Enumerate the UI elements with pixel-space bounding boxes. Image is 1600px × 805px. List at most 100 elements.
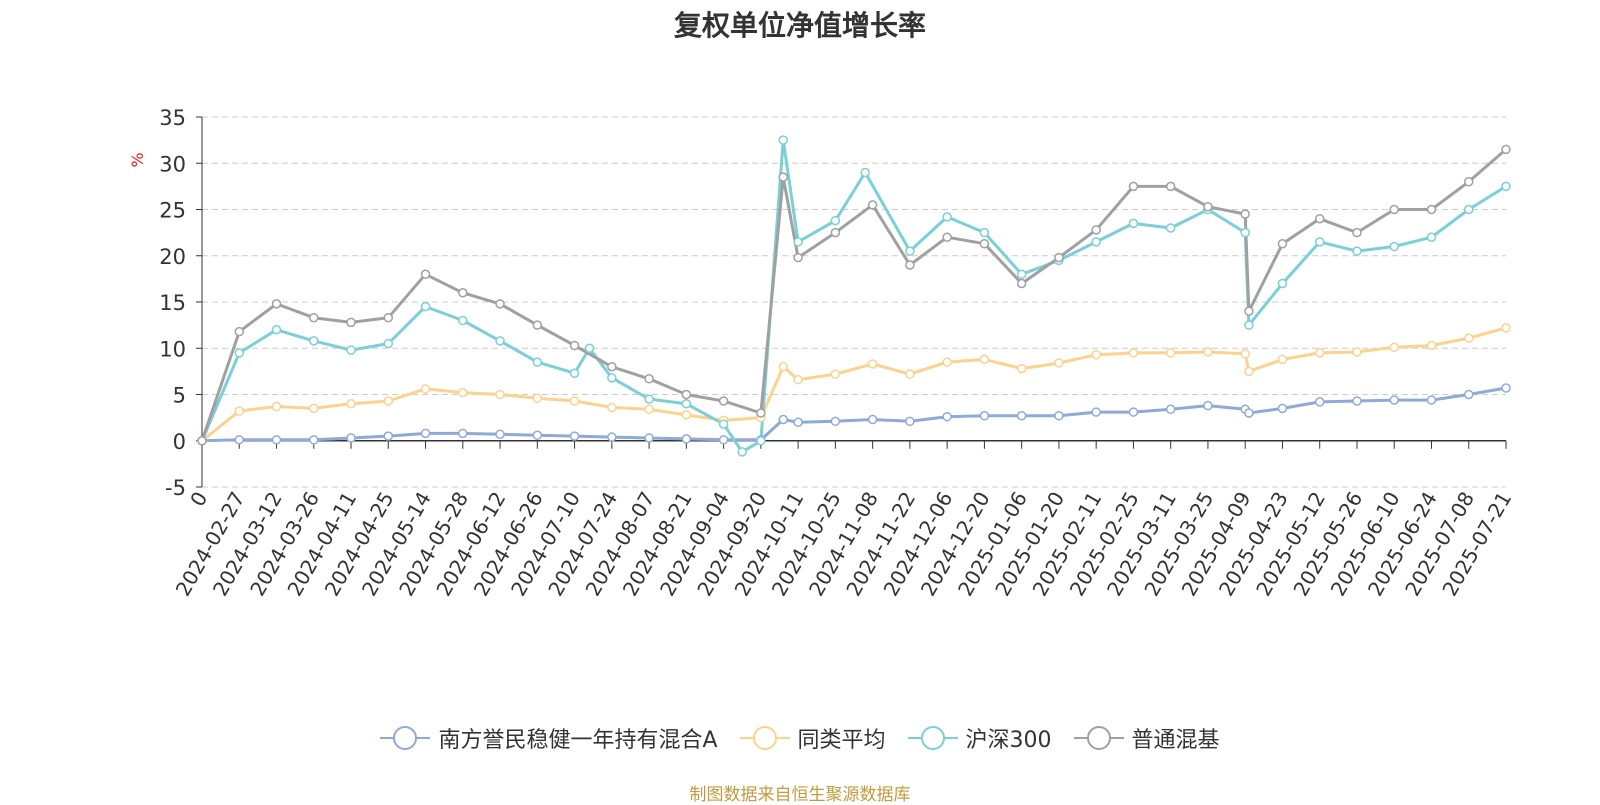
- legend-label: 普通混基: [1131, 728, 1220, 753]
- data-point: [1501, 144, 1511, 155]
- data-point: [1463, 177, 1474, 187]
- data-point: [569, 368, 580, 378]
- data-point: [830, 416, 841, 427]
- data-point: [718, 419, 729, 429]
- legend: 南方誉民稳健一年持有混合A 同类平均 沪深300 普通混基: [0, 722, 1600, 754]
- data-point: [234, 406, 245, 416]
- data-point: [569, 340, 580, 351]
- data-point: [1501, 323, 1511, 333]
- data-point: [1463, 204, 1474, 215]
- data-point: [1352, 227, 1362, 238]
- data-point: [271, 435, 282, 445]
- data-point: [644, 404, 654, 415]
- data-point: [234, 348, 245, 358]
- data-point: [1426, 232, 1437, 242]
- data-point: [607, 432, 617, 442]
- data-point: [309, 312, 319, 323]
- data-point: [271, 299, 282, 309]
- data-point: [420, 384, 431, 394]
- data-point: [793, 252, 803, 263]
- y-tick-label: 20: [159, 245, 186, 269]
- data-point: [1091, 237, 1101, 247]
- legend-item[interactable]: 同类平均: [739, 722, 886, 754]
- y-tick-label: 25: [159, 199, 186, 223]
- data-point: [778, 135, 788, 145]
- data-point: [346, 317, 356, 328]
- data-point: [718, 396, 729, 406]
- data-point: [1165, 404, 1176, 415]
- data-point: [793, 374, 803, 385]
- data-point: [420, 301, 431, 312]
- y-tick-label: -5: [165, 476, 186, 500]
- data-point: [495, 429, 505, 440]
- data-point: [1352, 347, 1362, 357]
- series-line-3: [200, 138, 1507, 454]
- data-point: [1277, 238, 1288, 249]
- data-point: [1165, 181, 1176, 192]
- data-point: [681, 410, 692, 420]
- data-point: [1314, 214, 1325, 224]
- data-point: [607, 373, 617, 383]
- data-point: [793, 417, 803, 427]
- series-lines: [200, 138, 1507, 454]
- data-point: [1240, 227, 1250, 238]
- grid-lines: [202, 116, 1506, 488]
- data-point: [1314, 237, 1325, 247]
- data-point: [234, 435, 245, 445]
- data-point: [383, 431, 394, 441]
- legend-label: 同类平均: [797, 728, 886, 753]
- data-point: [1203, 347, 1213, 357]
- data-point: [197, 436, 207, 446]
- data-point: [1054, 252, 1064, 263]
- data-point: [830, 369, 841, 379]
- data-point: [383, 396, 394, 406]
- legend-swatch: [739, 726, 790, 750]
- legend-swatch: [907, 726, 958, 750]
- data-point: [1314, 348, 1325, 358]
- data-point: [1314, 397, 1325, 407]
- data-point: [1244, 366, 1254, 377]
- data-point: [607, 362, 617, 372]
- data-point: [718, 435, 729, 445]
- data-point: [458, 387, 468, 398]
- data-point: [495, 299, 505, 309]
- data-point: [309, 435, 319, 445]
- legend-swatch: [1073, 726, 1124, 750]
- data-point: [1091, 407, 1101, 417]
- data-point: [860, 167, 870, 178]
- legend-label: 南方誉民稳健一年持有混合A: [438, 728, 718, 753]
- data-point: [495, 389, 505, 400]
- data-point: [681, 434, 692, 444]
- data-point: [383, 312, 394, 323]
- data-point: [420, 428, 431, 439]
- data-point: [1463, 333, 1474, 343]
- data-point: [942, 212, 952, 222]
- data-point: [1203, 400, 1213, 411]
- data-point: [271, 325, 282, 335]
- y-tick-label: 30: [159, 152, 186, 176]
- data-point: [681, 389, 692, 400]
- data-point: [1277, 354, 1288, 365]
- data-point: [1016, 269, 1027, 279]
- data-point: [1244, 408, 1254, 418]
- series-line-2: [201, 326, 1507, 442]
- data-point: [1054, 411, 1064, 421]
- data-point: [979, 411, 990, 421]
- data-point: [1352, 246, 1362, 256]
- legend-label: 沪深300: [965, 728, 1052, 753]
- data-point: [1091, 225, 1101, 235]
- series-line-1: [201, 386, 1507, 443]
- series-markers: [197, 135, 1511, 457]
- data-point: [1016, 363, 1027, 374]
- data-point: [905, 246, 915, 256]
- data-point: [778, 414, 788, 425]
- data-point: [458, 288, 468, 298]
- legend-item[interactable]: 南方誉民稳健一年持有混合A: [380, 722, 718, 754]
- y-tick-label: 15: [159, 291, 186, 315]
- legend-item[interactable]: 普通混基: [1073, 722, 1220, 754]
- data-point: [346, 433, 356, 443]
- data-point: [942, 357, 952, 367]
- legend-item[interactable]: 沪深300: [907, 722, 1052, 754]
- data-point: [532, 357, 543, 367]
- data-point: [1389, 342, 1399, 353]
